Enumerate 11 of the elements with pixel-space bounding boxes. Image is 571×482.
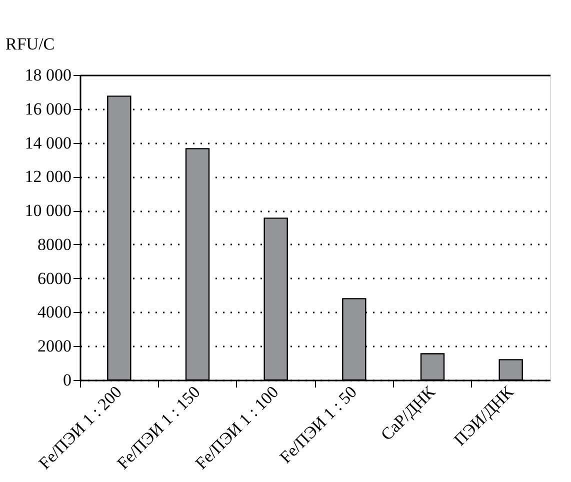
y-tick-label: 12 000 — [24, 167, 72, 186]
y-tick-label: 18 000 — [24, 66, 72, 84]
y-tick-label: 10 000 — [24, 201, 72, 220]
y-tick-label: 14 000 — [24, 133, 72, 152]
y-tick-label: 2000 — [38, 336, 72, 356]
y-tick-label: 4000 — [38, 302, 72, 322]
y-tick-label: 0 — [63, 370, 72, 390]
y-tick-label: 8000 — [38, 234, 72, 254]
y-axis-title: RFU/C — [6, 34, 55, 54]
y-tick-label: 16 000 — [24, 99, 72, 118]
y-tick-label: 6000 — [38, 268, 72, 288]
